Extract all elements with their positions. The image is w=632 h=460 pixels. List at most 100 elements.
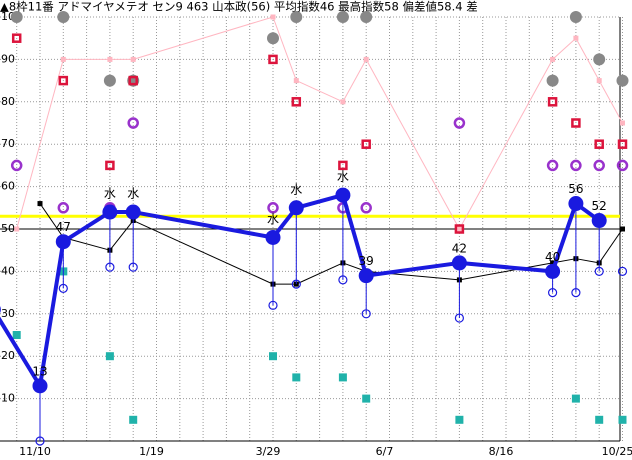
line-segment [62, 210, 111, 244]
x-tick-label: 11/10 [19, 445, 51, 458]
point [571, 394, 580, 403]
point [361, 139, 371, 149]
point [451, 255, 467, 271]
y-tick-label: 10 [1, 392, 15, 405]
point [291, 279, 301, 289]
point [58, 283, 68, 293]
point [105, 160, 115, 171]
point [594, 139, 604, 149]
point [454, 313, 464, 323]
point [335, 187, 351, 203]
x-tick-label: 3/29 [256, 445, 281, 458]
point [37, 201, 43, 207]
point [569, 11, 582, 23]
point [361, 309, 371, 319]
point [128, 75, 138, 86]
point [265, 229, 281, 245]
line-segment [16, 59, 64, 230]
point [102, 204, 118, 220]
line-segment [365, 59, 460, 230]
note-label: 水 [337, 170, 349, 184]
point [616, 159, 629, 172]
point [620, 120, 625, 126]
point [617, 266, 628, 276]
chart-title: ▲8枠11番 アドマイヤメテオ セン9 463 山本政(56) 平均指数46 最… [0, 0, 478, 14]
point [55, 234, 71, 250]
point [0, 306, 1, 314]
point [594, 266, 604, 276]
point [338, 160, 348, 171]
point [127, 117, 139, 129]
data-label: 52 [592, 199, 607, 213]
line-segment [575, 37, 600, 81]
line-segment [459, 260, 553, 274]
point [107, 56, 113, 62]
line-segment [598, 228, 623, 264]
point [268, 54, 278, 65]
point [455, 415, 464, 424]
point [35, 436, 45, 446]
point [545, 263, 561, 279]
point [128, 262, 138, 272]
point [546, 74, 559, 87]
point [573, 35, 579, 41]
line-segment [550, 202, 578, 273]
line-segment [272, 16, 297, 81]
point [105, 262, 115, 272]
note-label: 水 [104, 187, 116, 201]
point [292, 373, 301, 382]
point [360, 11, 373, 23]
point [593, 159, 605, 172]
y-tick-label: 90 [1, 52, 15, 65]
point [571, 288, 581, 298]
point [130, 56, 136, 62]
point [288, 200, 304, 216]
line-segment [365, 260, 460, 278]
point [60, 56, 66, 62]
point [593, 53, 606, 66]
line-segment [459, 262, 553, 281]
data-label: 47 [56, 220, 71, 234]
point [269, 352, 277, 361]
point [595, 415, 604, 424]
note-label: 水 [267, 212, 279, 226]
point [362, 394, 371, 403]
y-tick-label: 60 [1, 180, 15, 193]
point [456, 226, 462, 232]
point [568, 196, 584, 212]
point [618, 415, 627, 424]
point [547, 288, 558, 298]
data-label: 39 [359, 254, 374, 268]
point [268, 300, 278, 310]
point [103, 74, 116, 87]
point [12, 331, 21, 339]
data-label: 42 [452, 241, 467, 255]
point [360, 202, 372, 214]
line-segment [598, 80, 623, 124]
point [454, 224, 465, 234]
data-label: 56 [568, 182, 583, 196]
point [14, 226, 20, 232]
point [336, 11, 349, 23]
point [290, 11, 303, 23]
point [591, 213, 607, 229]
y-tick-label: 30 [1, 307, 15, 320]
y-tick-label: 80 [1, 95, 15, 108]
point [571, 118, 581, 128]
data-label: 13 [32, 364, 47, 378]
point [358, 268, 374, 284]
line-segment [39, 203, 64, 238]
x-tick-label: 1/19 [139, 445, 164, 458]
point [11, 33, 22, 43]
line-segment [340, 194, 369, 277]
point [453, 117, 466, 129]
point [550, 56, 556, 62]
line-segment [575, 258, 600, 264]
x-tick-label: 6/7 [376, 445, 394, 458]
point [267, 202, 279, 214]
point [105, 352, 114, 361]
x-tick-label: 10/25 [602, 445, 632, 458]
point [617, 139, 628, 149]
line-segment [552, 37, 577, 60]
point [338, 373, 347, 382]
